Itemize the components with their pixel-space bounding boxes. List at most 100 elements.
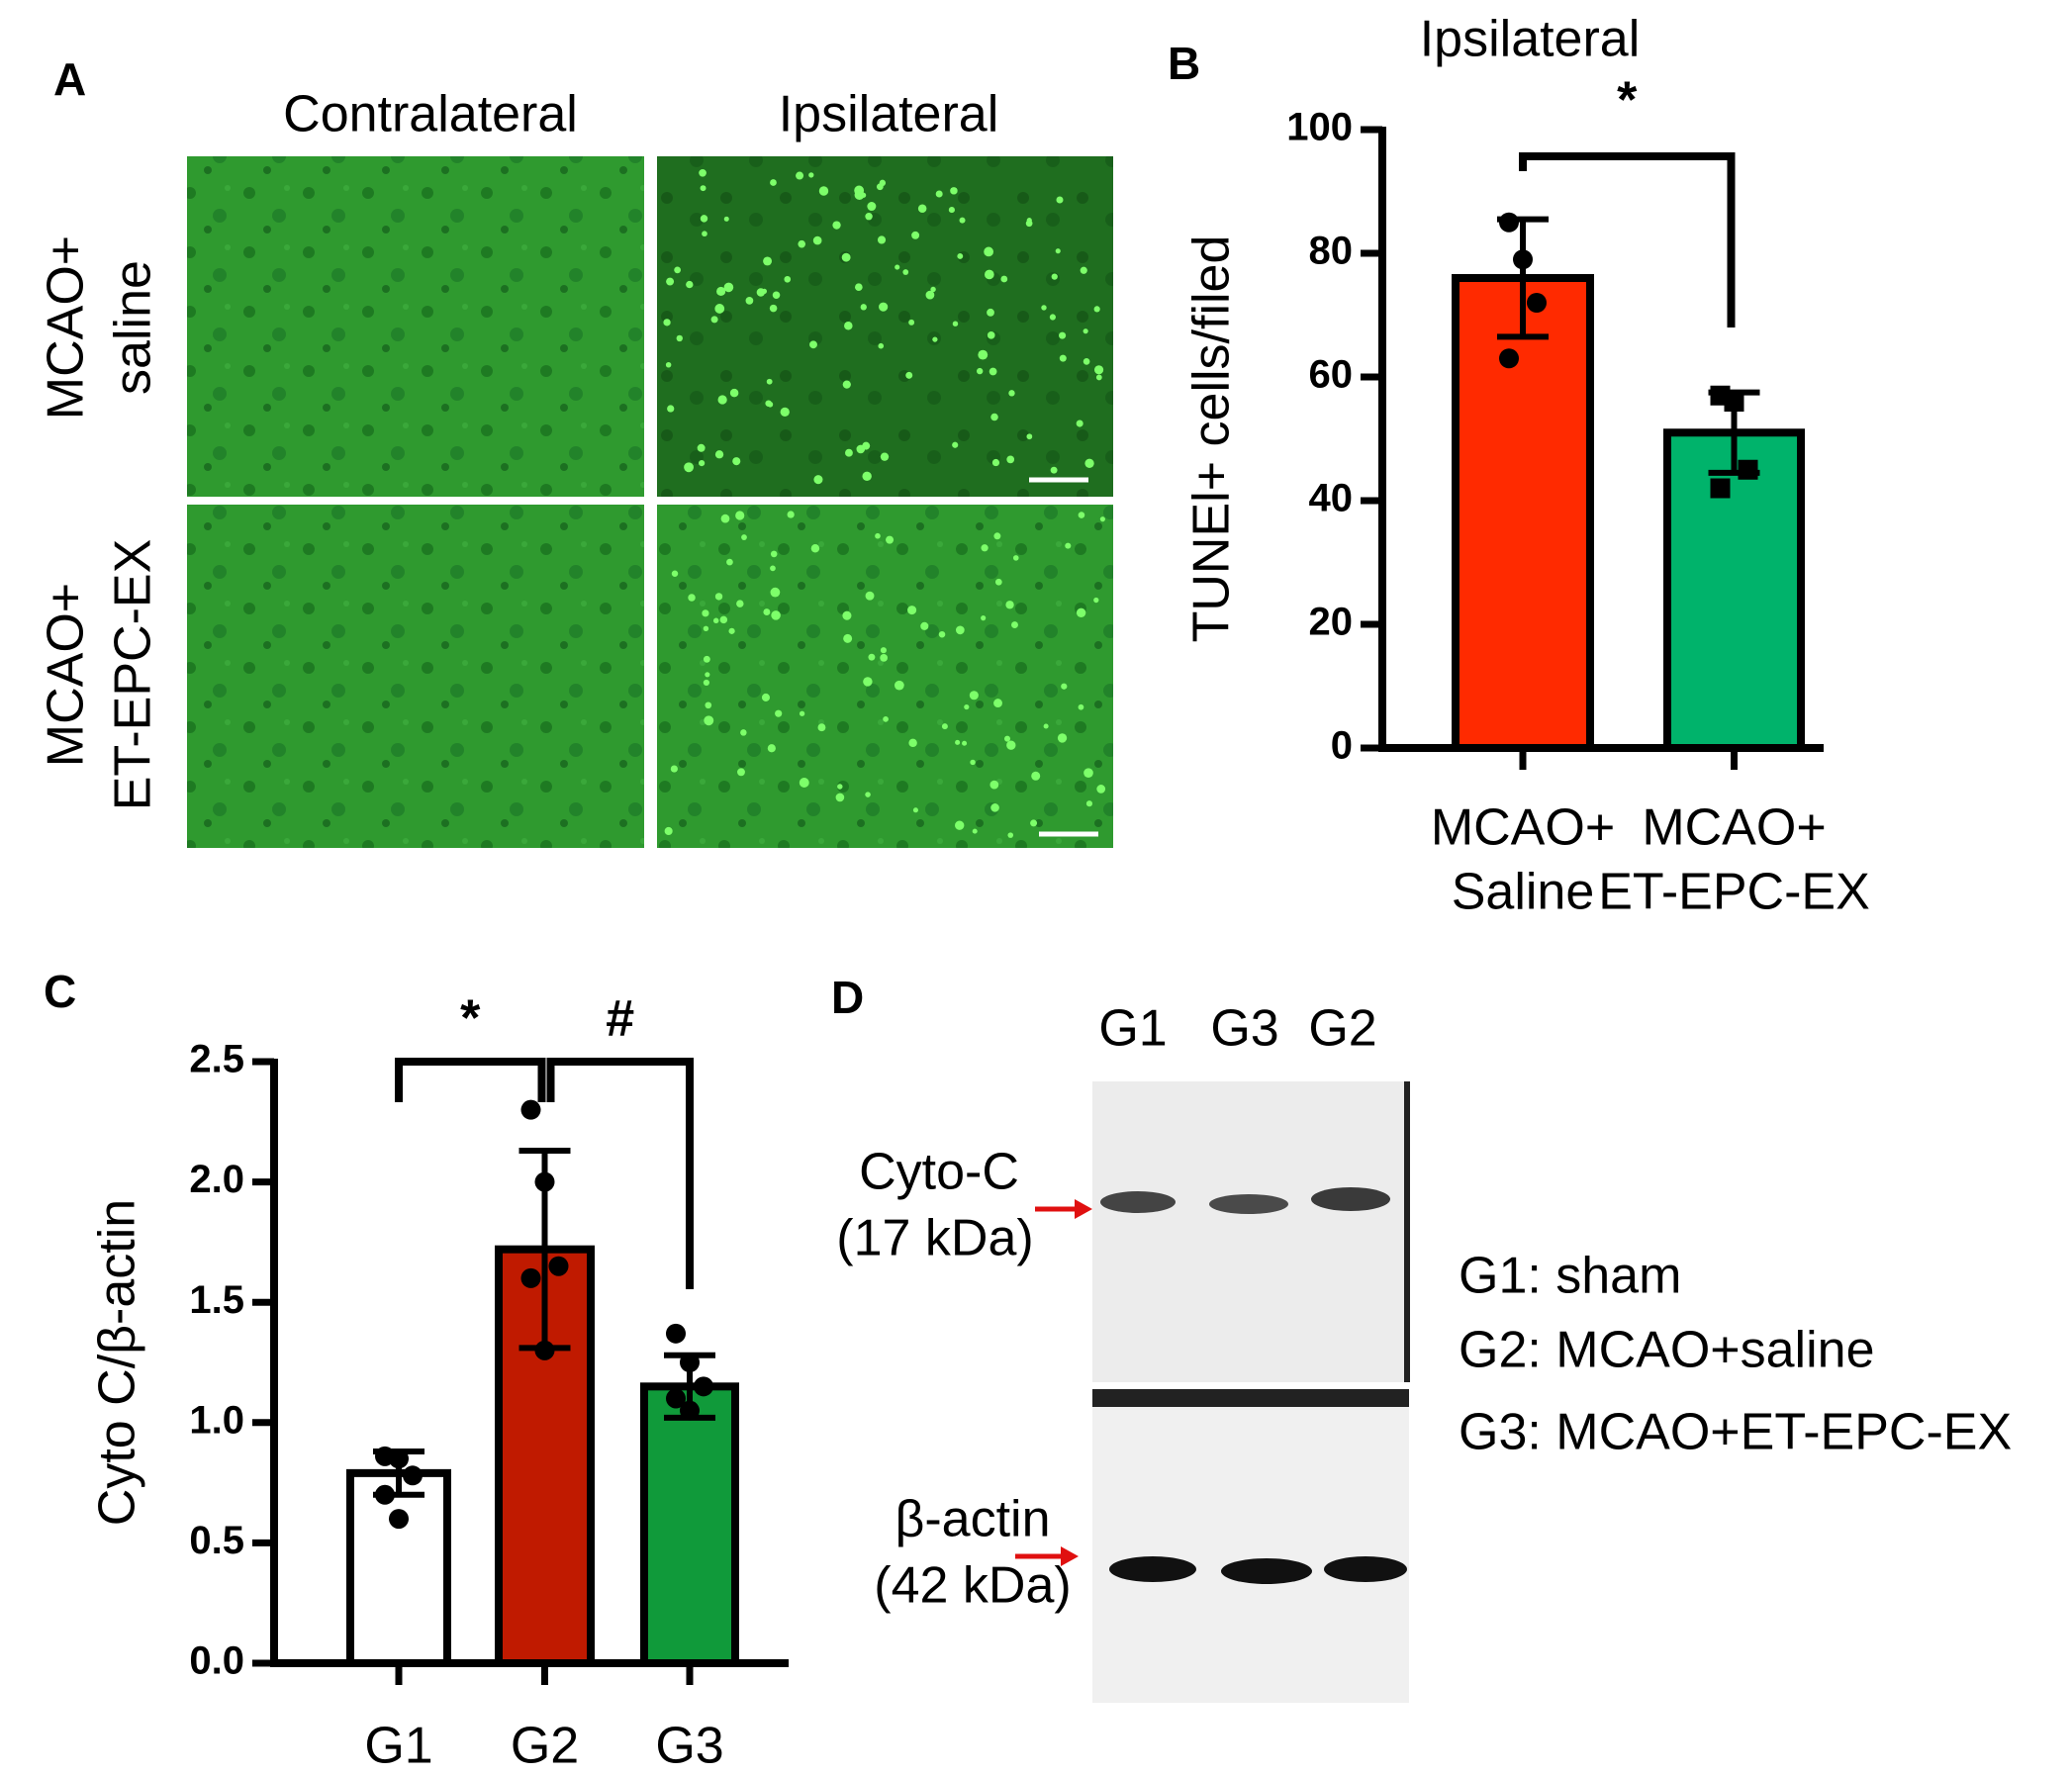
blot-upper <box>1092 1081 1409 1382</box>
dot <box>1078 512 1085 518</box>
band-label: Cyto-C <box>859 1144 1019 1201</box>
band <box>1311 1187 1390 1211</box>
dot <box>810 544 820 553</box>
dot <box>714 304 725 314</box>
tunel-dots <box>663 168 1106 838</box>
column-label: Contralateral <box>283 86 578 143</box>
chart-title: Ipsilateral <box>1420 11 1641 68</box>
dot <box>987 308 994 317</box>
dot <box>700 215 708 223</box>
band <box>1324 1556 1407 1582</box>
dot <box>877 235 887 244</box>
data-point <box>534 1171 555 1192</box>
dot <box>728 627 735 634</box>
dot <box>1030 819 1038 827</box>
y-axis-label: Cyto C/β-actin <box>89 1199 146 1526</box>
dot <box>723 216 729 222</box>
dot <box>984 246 994 257</box>
dot <box>981 615 987 621</box>
lane-label: G2 <box>1308 1000 1376 1058</box>
data-point <box>1513 249 1533 270</box>
data-point <box>520 1267 541 1288</box>
dot <box>1004 735 1011 742</box>
y-axis-label: TUNEl+ cells/filed <box>1183 235 1241 643</box>
dot <box>854 283 863 292</box>
dot <box>842 610 852 620</box>
x-tick-label: G2 <box>511 1718 579 1775</box>
dot <box>978 349 989 360</box>
x-tick-label: G3 <box>655 1718 723 1775</box>
dot <box>993 699 1002 708</box>
dot <box>703 679 709 687</box>
dot <box>766 378 773 385</box>
dot <box>787 511 795 518</box>
dot <box>761 693 770 701</box>
dot <box>902 269 909 275</box>
dot <box>908 319 915 326</box>
image-contra-saline <box>187 156 644 497</box>
dot <box>856 444 866 454</box>
dot <box>879 302 889 312</box>
dot <box>957 253 964 259</box>
dot <box>952 321 959 327</box>
dot <box>1006 455 1015 464</box>
dot <box>950 187 958 195</box>
dot <box>1055 248 1061 254</box>
dot <box>714 450 724 459</box>
significance-bracket <box>1519 152 1736 327</box>
dot <box>700 185 706 192</box>
dot <box>990 803 999 812</box>
dot <box>1083 768 1093 779</box>
dot <box>1012 555 1019 561</box>
data-point <box>534 1340 555 1360</box>
dot <box>867 202 877 212</box>
dot <box>784 275 792 283</box>
dot <box>704 715 714 726</box>
dot <box>741 534 747 540</box>
dot <box>1059 331 1067 339</box>
dot <box>666 277 675 286</box>
dot <box>703 625 709 632</box>
dot <box>1026 433 1033 440</box>
data-point <box>1499 348 1519 369</box>
dot <box>720 514 730 523</box>
dot <box>843 633 853 643</box>
dot <box>880 654 889 662</box>
dot <box>705 672 710 678</box>
dot <box>745 296 754 305</box>
row-label: MCAO+ <box>38 583 95 767</box>
dot <box>880 647 887 654</box>
band <box>1221 1558 1312 1584</box>
dot <box>969 691 979 701</box>
row-label: saline <box>105 260 162 395</box>
dot <box>719 615 728 624</box>
dot <box>712 617 719 624</box>
dot <box>813 475 823 485</box>
y-tick-label: 1.0 <box>189 1398 244 1442</box>
dot <box>684 462 695 473</box>
dot <box>716 286 726 297</box>
x-tick-label: Saline <box>1452 864 1595 921</box>
dot <box>818 186 829 196</box>
band <box>1209 1194 1288 1214</box>
legend-entry: G2: MCAO+saline <box>1459 1322 1875 1379</box>
panel-label: B <box>1168 38 1200 89</box>
dot <box>832 221 841 230</box>
significance-label: # <box>606 990 634 1048</box>
dot <box>772 291 781 300</box>
dot <box>663 319 671 327</box>
dot <box>702 609 709 617</box>
y-tick-label: 2.0 <box>189 1158 244 1201</box>
micrographs <box>187 156 1113 848</box>
dot <box>952 441 959 448</box>
dot <box>1000 275 1008 283</box>
data-point <box>1710 478 1731 499</box>
dot <box>763 608 771 616</box>
significance-label: * <box>1617 72 1638 130</box>
band-label: (17 kDa) <box>836 1210 1033 1267</box>
band-label: β-actin <box>895 1491 1050 1548</box>
dot <box>1065 542 1072 549</box>
dot <box>964 703 970 710</box>
dot <box>799 778 809 788</box>
dot <box>1008 390 1015 397</box>
